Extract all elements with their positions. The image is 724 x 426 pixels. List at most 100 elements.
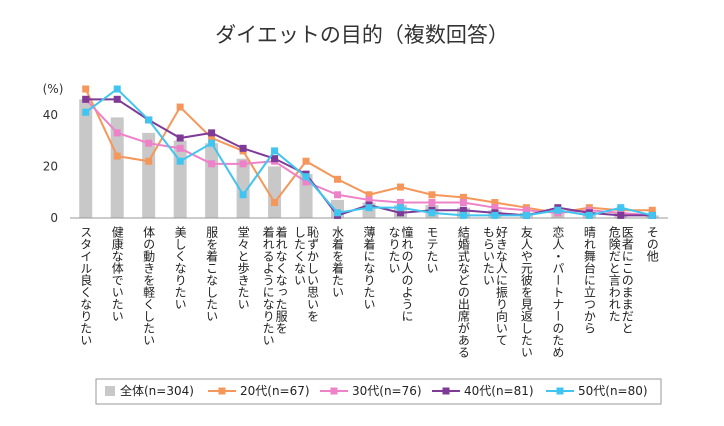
data-point	[176, 144, 184, 152]
category-label-line: 危険だと言われた	[607, 226, 621, 322]
category-label-line: 着れなくなった服を	[274, 225, 288, 334]
category-label-line: モテたい	[425, 226, 439, 274]
data-point	[113, 85, 121, 93]
data-point	[271, 147, 279, 155]
category-label-line: したくない	[293, 226, 307, 286]
category-label-line: 着れるようになりたい	[261, 225, 275, 346]
series-line-group	[82, 85, 656, 219]
category-label-line: 恥ずかしい思いを	[306, 226, 320, 322]
data-point	[271, 155, 279, 163]
data-point	[145, 157, 153, 165]
data-point	[82, 95, 90, 103]
category-label: 体の動きを軽くしたい	[142, 226, 156, 346]
data-point	[82, 85, 90, 93]
category-label-line: 水着を着たい	[331, 226, 345, 298]
category-label: 恋人・パートナーのため	[551, 225, 565, 358]
data-point	[113, 129, 121, 137]
category-label: 薄着になりたい	[362, 225, 376, 310]
legend-swatch-marker	[442, 387, 450, 395]
data-point	[459, 199, 467, 207]
legend-swatch-marker	[218, 387, 226, 395]
category-label-line: 憧れの人のように	[400, 225, 414, 322]
category-label: 友人や元彼を見返したい	[519, 226, 533, 358]
data-point	[271, 199, 279, 207]
data-point	[491, 199, 499, 207]
category-label: その他	[645, 226, 659, 262]
data-point	[617, 204, 625, 212]
legend-item: 30代(n=76)	[320, 384, 422, 398]
data-point	[145, 116, 153, 124]
bar	[79, 99, 93, 218]
y-axis-ticks: 0 20 40	[43, 108, 58, 225]
legend-item: 全体(n=304)	[105, 383, 194, 398]
chart-title: ダイエットの目的（複数回答）	[215, 23, 509, 47]
legend-label: 20代(n=67)	[240, 384, 310, 398]
data-point	[648, 211, 656, 219]
data-point	[208, 129, 216, 137]
legend-label: 30代(n=76)	[352, 384, 422, 398]
category-label-line: その他	[645, 226, 659, 262]
category-label-line: もらいたい	[481, 226, 495, 286]
category-label: 結婚式などの出席がある	[456, 226, 470, 358]
bar	[110, 117, 124, 218]
category-label-line: 服を着こなしたい	[205, 226, 219, 322]
bar	[236, 158, 250, 218]
data-point	[302, 173, 310, 181]
category-label: 美しくなりたい	[173, 226, 187, 310]
category-label: 晴れ舞台に立つから	[582, 226, 596, 334]
data-point	[585, 211, 593, 219]
category-label-line: なりたい	[387, 226, 401, 274]
data-point	[334, 175, 342, 183]
data-point	[208, 134, 216, 142]
legend-label: 全体(n=304)	[120, 383, 194, 398]
data-point	[302, 178, 310, 186]
category-label-line: 体の動きを軽くしたい	[142, 226, 156, 346]
category-label: スタイル良くなりたい	[79, 226, 93, 346]
data-point	[522, 211, 530, 219]
bar	[173, 140, 187, 218]
data-point	[554, 206, 562, 214]
category-label-line: 薄着になりたい	[362, 225, 376, 310]
data-point	[239, 144, 247, 152]
category-label-line: 堂々と歩きたい	[236, 226, 250, 310]
data-point	[648, 206, 656, 214]
data-point	[522, 206, 530, 214]
data-point	[176, 157, 184, 165]
data-point	[428, 191, 436, 199]
data-point	[396, 209, 404, 217]
category-label-line: 健康な体でいたい	[110, 226, 124, 322]
data-point	[459, 206, 467, 214]
data-point	[396, 199, 404, 207]
category-label-line: 結婚式などの出席がある	[456, 226, 470, 358]
y-axis-unit: (%)	[43, 82, 64, 96]
data-point	[302, 157, 310, 165]
legend-label: 40代(n=81)	[464, 384, 534, 398]
y-tick-label: 20	[43, 159, 58, 173]
category-label-line: 医者にこのままだと	[620, 226, 634, 334]
y-tick-label: 40	[43, 108, 58, 122]
data-point	[334, 191, 342, 199]
data-point	[208, 139, 216, 147]
y-tick-label: 0	[50, 211, 58, 225]
data-point	[239, 160, 247, 168]
data-point	[113, 152, 121, 160]
data-point	[365, 196, 373, 204]
bar	[205, 143, 219, 218]
category-label-line: スタイル良くなりたい	[79, 226, 93, 346]
category-label: モテたい	[425, 226, 439, 274]
category-label: 水着を着たい	[331, 226, 345, 298]
data-point	[334, 209, 342, 217]
legend-swatch	[105, 386, 115, 396]
data-point	[491, 211, 499, 219]
legend: 全体(n=304) 20代(n=67) 30代(n=76) 40代(n=81) 50代(…	[95, 378, 662, 405]
data-point	[176, 103, 184, 111]
data-point	[208, 160, 216, 168]
category-labels: スタイル良くなりたい 健康な体でいたい 体の動きを軽くしたい 美しくなりたい 服を着こな…	[79, 225, 660, 358]
bar	[268, 166, 282, 218]
legend-label: 50代(n=80)	[578, 384, 648, 398]
data-point	[365, 191, 373, 199]
